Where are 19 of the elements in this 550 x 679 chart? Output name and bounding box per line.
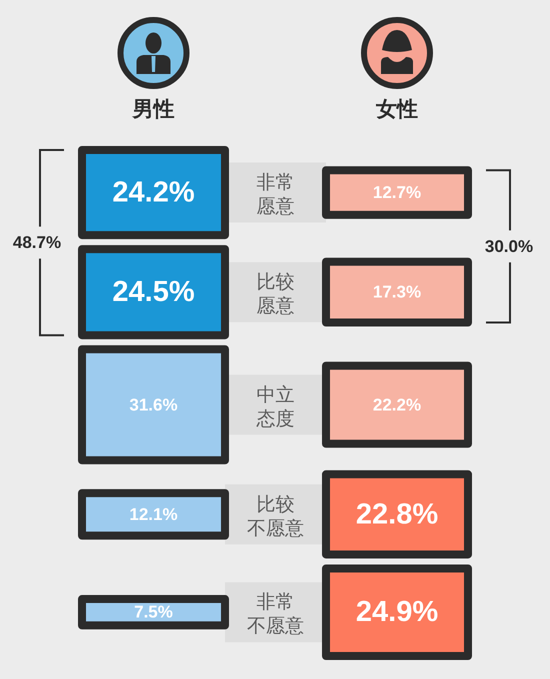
text: 48.7%: [12, 233, 62, 252]
category-label: 比较愿意: [256, 272, 294, 318]
data-label: 24.9%: [356, 596, 438, 628]
category-label: 非常不愿意: [247, 592, 304, 638]
text: 女性: [375, 98, 418, 121]
data-label: 12.7%: [372, 183, 422, 202]
data-label: 17.3%: [372, 282, 422, 302]
text: 30.0%: [484, 236, 534, 256]
series-label: 男性: [132, 98, 174, 121]
data-label: 22.8%: [356, 498, 438, 530]
data-label: 24.2%: [112, 176, 195, 209]
category-label: 非常愿意: [256, 172, 294, 218]
category-label: 比较不愿意: [247, 494, 304, 540]
data-label: 12.1%: [129, 504, 178, 524]
data-label: 7.5%: [134, 602, 173, 622]
data-label: 31.6%: [129, 395, 178, 414]
data-label: 24.5%: [112, 276, 195, 308]
data-label: 22.2%: [372, 395, 422, 414]
category-label: 中立态度: [256, 384, 294, 430]
